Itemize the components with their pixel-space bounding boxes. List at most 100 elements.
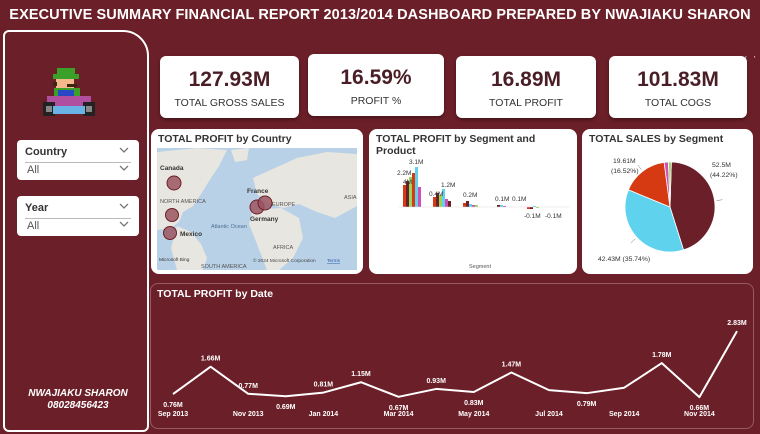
bar[interactable] [497,205,500,207]
bar[interactable] [469,204,472,207]
chevron-down-icon[interactable] [119,202,129,210]
bar[interactable] [409,177,412,207]
card-title: TOTAL PROFIT by Country [158,133,292,145]
pie-slice[interactable] [627,161,671,208]
map-label-south-america: SOUTH AMERICA [201,264,247,270]
map-label-asia: ASIA [344,195,357,201]
leader-line [716,199,723,201]
bar[interactable] [463,203,466,207]
bar[interactable] [536,207,539,208]
bar[interactable] [436,193,439,207]
bar[interactable] [533,206,536,207]
profit-line-chart[interactable]: 0.76M 1.66M 0.77M 0.69M 0.81M 1.15M 0.67M 0.93M… [151,284,753,428]
line-data-label: 0.83M [464,400,484,407]
line-point[interactable] [510,371,514,375]
pie-slice[interactable] [669,161,716,251]
year-slicer[interactable]: Year All [17,196,139,236]
bar[interactable] [415,167,418,207]
bar-group-4[interactable] [497,205,506,207]
bar[interactable] [503,206,506,207]
bar[interactable] [527,207,530,209]
line-point[interactable] [284,394,288,398]
country-slicer-value[interactable]: All [27,164,40,176]
x-axis-title: Segment [469,264,491,270]
country-bubble-usa[interactable] [165,208,179,222]
slicer-divider [25,218,131,219]
chevron-down-icon[interactable] [119,164,129,172]
line-data-label: 0.79M [577,401,597,408]
author-phone: 08028456423 [47,400,109,411]
line-point[interactable] [359,380,363,384]
bar[interactable] [439,195,442,207]
map-land-africa [249,208,303,270]
bar[interactable] [466,201,469,207]
profit-by-segment-product-card: TOTAL PROFIT by Segment and Product [369,129,577,274]
world-map[interactable]: Canada NORTH AMERICA France EUROPE Germa… [157,148,357,270]
bar[interactable] [412,173,415,207]
map-label-atlantic: Atlantic Ocean [211,224,247,230]
bar[interactable] [406,181,409,207]
bar[interactable] [500,205,503,207]
more-options-icon[interactable]: · · [744,51,758,63]
chevron-down-icon[interactable] [119,220,129,228]
country-bubble-canada[interactable] [166,175,182,191]
line-point[interactable] [171,392,175,396]
dashboard-title: EXECUTIVE SUMMARY FINANCIAL REPORT 2013/… [9,7,751,23]
line-point[interactable] [472,390,476,394]
bar[interactable] [530,207,533,209]
line-point[interactable] [660,361,664,365]
bar[interactable] [475,205,478,207]
x-tick-label: Jul 2014 [535,411,563,418]
line-point[interactable] [397,395,401,399]
line-point[interactable] [209,365,213,369]
line-data-label: 0.69M [276,404,296,411]
kpi-value: 127.93M [188,68,271,91]
line-point[interactable] [246,392,250,396]
line-point[interactable] [547,388,551,392]
country-bubble-germany[interactable] [257,195,273,211]
data-label: 3.1M [409,159,423,166]
sales-pie-chart[interactable]: 52.5M (44.22%) 42.43M (35.74%) 19.61M (16.52… [582,129,753,274]
map-land-eurasia [253,152,357,218]
country-bubble-mexico[interactable] [163,226,177,240]
bar[interactable] [403,185,406,207]
sales-by-segment-card: TOTAL SALES by Segment 52.5M (44.22%) 42.4… [582,129,753,274]
map-label-africa: AFRICA [273,245,294,251]
bar[interactable] [448,201,451,207]
bar[interactable] [433,197,436,207]
kpi-card-total-profit: 16.89M TOTAL PROFIT [456,56,596,118]
line-point[interactable] [322,391,326,395]
card-title: TOTAL PROFIT by Segment and Product [376,133,536,157]
data-label: 0.2M [463,192,477,199]
map-label-canada: Canada [160,165,184,172]
line-data-label: 0.67M [389,405,409,412]
pie-data-label: 52.5M [712,162,731,169]
bar[interactable] [418,187,421,207]
chevron-down-icon[interactable] [119,146,129,154]
segment-bar-chart[interactable]: 2.2M 3.1M 4M 1.2M 0.4M 0.2M 0.1M 0.1M -0… [369,129,577,274]
line-point[interactable] [735,329,739,333]
line-point[interactable] [585,391,589,395]
bar-group-2[interactable] [433,189,451,207]
data-label: 2.2M [397,170,411,177]
year-slicer-value[interactable]: All [27,220,40,232]
country-slicer-label: Country [25,146,68,158]
country-slicer[interactable]: Country All [17,140,139,180]
line-point[interactable] [434,387,438,391]
bar-group-3[interactable] [463,201,478,207]
bar-group-1[interactable] [403,167,421,207]
bar[interactable] [442,189,445,207]
line-point[interactable] [622,386,626,390]
pie-data-label: 19.61M [613,158,636,165]
kpi-label: TOTAL PROFIT [489,97,563,109]
map-terms-link[interactable]: Terms [327,258,341,264]
pie-slice[interactable] [668,161,672,208]
bar-group-5[interactable] [527,206,539,209]
bar[interactable] [445,199,448,207]
kpi-label: TOTAL GROSS SALES [174,97,285,109]
pie-slice[interactable] [624,189,685,253]
author-name: NWAJIAKU SHARON [28,388,128,399]
bar[interactable] [472,205,475,207]
line-point[interactable] [698,395,702,399]
profit-line-series[interactable] [172,330,738,399]
